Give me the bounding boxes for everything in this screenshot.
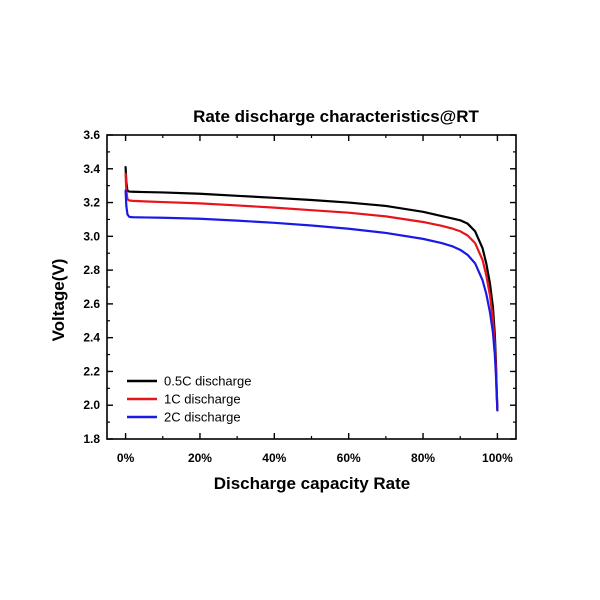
legend-label: 1C discharge (164, 392, 241, 407)
x-tick-label: 100% (482, 451, 513, 465)
y-tick-label: 2.0 (83, 398, 100, 412)
x-tick-label: 0% (117, 451, 135, 465)
series-line-0-5c-discharge (124, 165, 499, 412)
x-tick-label: 20% (188, 451, 212, 465)
series-line-1c-discharge (124, 172, 499, 412)
x-axis-label: Discharge capacity Rate (214, 474, 411, 493)
y-tick-label: 1.8 (83, 432, 100, 446)
y-axis-label: Voltage(V) (49, 259, 68, 342)
y-tick-label: 2.4 (83, 331, 100, 345)
x-tick-label: 80% (411, 451, 435, 465)
x-tick-label: 60% (337, 451, 361, 465)
y-tick-label: 3.0 (83, 229, 100, 243)
y-tick-label: 2.6 (83, 297, 100, 311)
y-tick-label: 2.2 (83, 364, 100, 378)
y-tick-label: 3.6 (83, 128, 100, 142)
legend-label: 0.5C discharge (164, 374, 251, 389)
y-tick-label: 3.4 (83, 162, 100, 176)
chart-title: Rate discharge characteristics@RT (193, 107, 479, 126)
legend-label: 2C discharge (164, 410, 241, 425)
series-line-2c-discharge (124, 189, 499, 412)
x-tick-label: 40% (262, 451, 286, 465)
y-tick-label: 2.8 (83, 263, 100, 277)
y-tick-label: 3.2 (83, 196, 100, 210)
